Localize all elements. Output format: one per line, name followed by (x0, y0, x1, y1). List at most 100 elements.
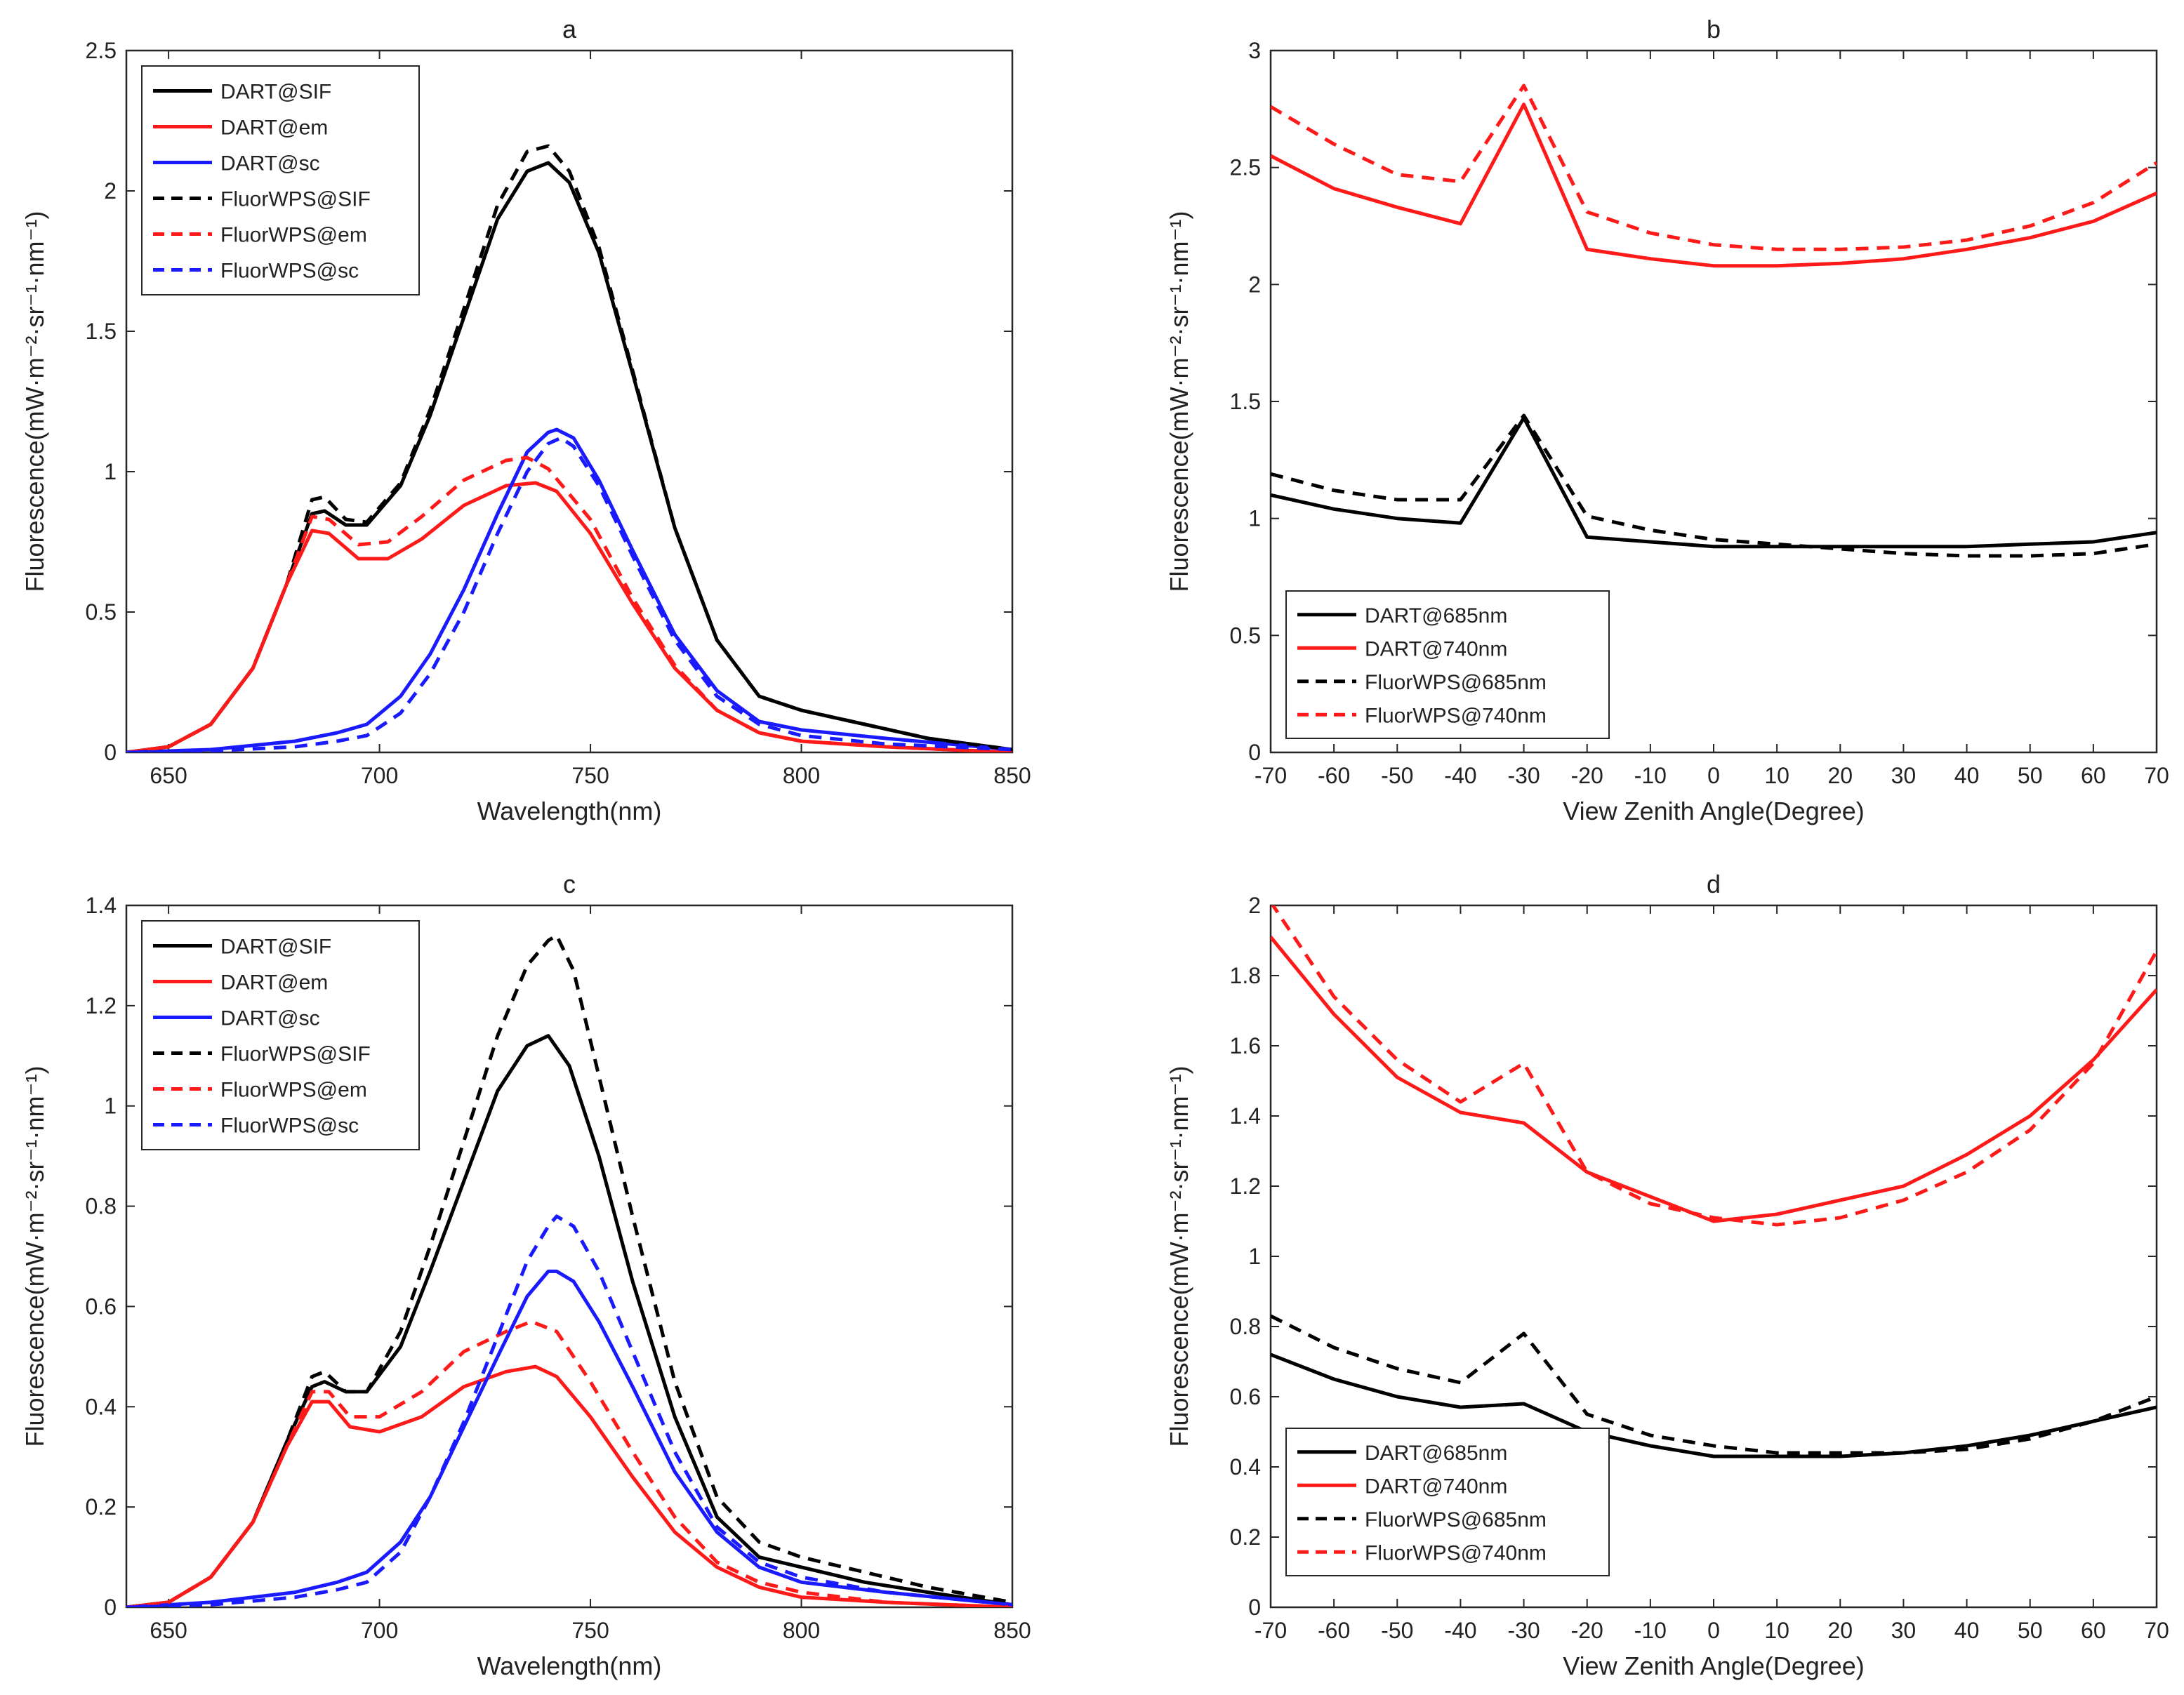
y-tick-label: 2.5 (86, 38, 117, 63)
legend: DART@685nm DART@740nm FluorWPS@685nm FluorW… (1285, 1428, 1610, 1576)
x-tick-label: -40 (1444, 763, 1476, 788)
x-tick-label: -60 (1318, 763, 1350, 788)
legend: DART@SIF DART@em DART@sc FluorWPS@SIF FluorW… (141, 920, 420, 1150)
y-tick-label: 1 (1248, 506, 1261, 531)
x-tick-label: 800 (783, 1618, 820, 1643)
x-tick-label: 40 (1954, 763, 1980, 788)
y-axis-label: Fluorescence(mW·m⁻²·sr⁻¹·nm⁻¹) (1165, 1066, 1193, 1447)
y-tick-label: 1 (1248, 1244, 1261, 1269)
legend-entry: DART@SIF (220, 81, 331, 104)
x-tick-label: 10 (1764, 763, 1789, 788)
y-axis-label: Fluorescence(mW·m⁻²·sr⁻¹·nm⁻¹) (20, 1066, 49, 1447)
x-tick-label: 70 (2144, 1618, 2169, 1643)
x-tick-label: 10 (1764, 1618, 1789, 1643)
x-tick-label: 30 (1891, 763, 1917, 788)
y-tick-label: 1.8 (1230, 963, 1261, 988)
y-tick-label: 0.6 (86, 1294, 117, 1319)
legend-box (141, 920, 420, 1150)
x-tick-label: 650 (150, 763, 187, 788)
panel-title: c (563, 870, 576, 898)
legend-entry: DART@685nm (1365, 604, 1507, 627)
legend-entry: FluorWPS@em (220, 1079, 367, 1102)
y-tick-label: 0.5 (86, 599, 117, 625)
legend: DART@SIF DART@em DART@sc FluorWPS@SIF FluorW… (141, 65, 420, 295)
x-tick-label: -70 (1255, 1618, 1287, 1643)
x-axis-label: View Zenith Angle(Degree) (1563, 797, 1865, 825)
x-tick-label: 0 (1707, 1618, 1720, 1643)
y-tick-label: 1.2 (86, 993, 117, 1018)
y-axis-label: Fluorescence(mW·m⁻²·sr⁻¹·nm⁻¹) (20, 211, 49, 592)
y-tick-label: 0.6 (1230, 1384, 1261, 1409)
series-line-fluorwps-sc (126, 1214, 1012, 1607)
y-tick-label: 1.6 (1230, 1033, 1261, 1058)
panel-title: b (1707, 15, 1721, 44)
series-line-dart-685nm (1271, 1352, 2157, 1458)
legend-entry: DART@sc (220, 1007, 320, 1030)
y-tick-label: 0 (104, 1595, 117, 1620)
legend-entry: FluorWPS@sc (220, 1115, 359, 1138)
y-tick-label: 0.5 (1230, 623, 1261, 648)
legend-entry: FluorWPS@SIF (220, 1043, 371, 1066)
legend-entry: DART@685nm (1365, 1442, 1507, 1465)
x-tick-label: 750 (571, 763, 609, 788)
panel-a: 650 700 750 800 850 0 0.5 1 1.5 2 2.5 a Wavelength(n… (20, 15, 1031, 825)
series-line-dart-sif (126, 1034, 1012, 1607)
x-tick-label: 20 (1827, 763, 1853, 788)
y-tick-label: 1.2 (1230, 1174, 1261, 1199)
x-tick-label: 40 (1954, 1618, 1980, 1643)
legend-entry: DART@740nm (1365, 637, 1507, 660)
x-tick-label: 850 (993, 1618, 1031, 1643)
y-axis-label: Fluorescence(mW·m⁻²·sr⁻¹·nm⁻¹) (1165, 211, 1193, 592)
legend-entry: DART@em (220, 971, 328, 995)
series-line-fluorwps-sif (126, 933, 1012, 1607)
y-tick-label: 1 (104, 459, 117, 484)
x-tick-label: -40 (1444, 1618, 1476, 1643)
x-tick-label: 60 (2081, 763, 2106, 788)
y-tick-label: 0.4 (86, 1394, 117, 1419)
x-tick-label: 0 (1707, 763, 1720, 788)
x-tick-label: -10 (1634, 1618, 1667, 1643)
panel-b: -70 -60 -50 -40 -30 -20 -10 0 10 20 30 40 50 60 70 0 0.5… (1165, 15, 2169, 825)
x-tick-label: 750 (571, 1618, 609, 1643)
legend-entry: FluorWPS@em (220, 224, 367, 247)
x-tick-label: 50 (2018, 1618, 2043, 1643)
x-tick-label: 700 (361, 1618, 398, 1643)
y-tick-label: 1.5 (86, 319, 117, 344)
y-tick-label: 1 (104, 1094, 117, 1119)
x-tick-label: -30 (1507, 763, 1540, 788)
y-tick-label: 0.8 (86, 1194, 117, 1219)
x-tick-label: 800 (783, 763, 820, 788)
series-line-fluorwps-740nm (1271, 905, 2157, 1227)
y-tick-label: 1.4 (86, 893, 117, 918)
x-tick-label: 850 (993, 763, 1031, 788)
panel-title: d (1707, 870, 1721, 898)
x-tick-label: -30 (1507, 1618, 1540, 1643)
series-line-dart-740nm (1271, 102, 2157, 268)
x-tick-label: 50 (2018, 763, 2043, 788)
y-tick-label: 0.2 (1230, 1524, 1261, 1550)
legend-entry: FluorWPS@sc (220, 260, 359, 283)
series-line-fluorwps-em (126, 456, 1012, 752)
y-tick-label: 2 (1248, 272, 1261, 297)
x-tick-label: -20 (1571, 1618, 1603, 1643)
x-tick-label: -60 (1318, 1618, 1350, 1643)
x-axis-label: Wavelength(nm) (477, 797, 662, 825)
series-line-fluorwps-685nm (1271, 1314, 2157, 1455)
y-tick-label: 0.8 (1230, 1314, 1261, 1339)
x-tick-label: 20 (1827, 1618, 1853, 1643)
x-tick-label: 70 (2144, 763, 2169, 788)
x-tick-label: 30 (1891, 1618, 1917, 1643)
x-tick-label: -20 (1571, 763, 1603, 788)
legend-entry: DART@sc (220, 152, 320, 175)
legend-entry: DART@em (220, 117, 328, 140)
legend-entry: FluorWPS@685nm (1365, 671, 1547, 694)
series-line-fluorwps-740nm (1271, 84, 2157, 251)
y-tick-label: 0.4 (1230, 1454, 1261, 1480)
y-tick-label: 2.5 (1230, 155, 1261, 180)
x-axis-label: View Zenith Angle(Degree) (1563, 1651, 1865, 1680)
series-line-dart-740nm (1271, 936, 2157, 1223)
x-tick-label: -70 (1255, 763, 1287, 788)
legend-entry: FluorWPS@740nm (1365, 704, 1547, 727)
y-tick-label: 0 (1248, 740, 1261, 765)
